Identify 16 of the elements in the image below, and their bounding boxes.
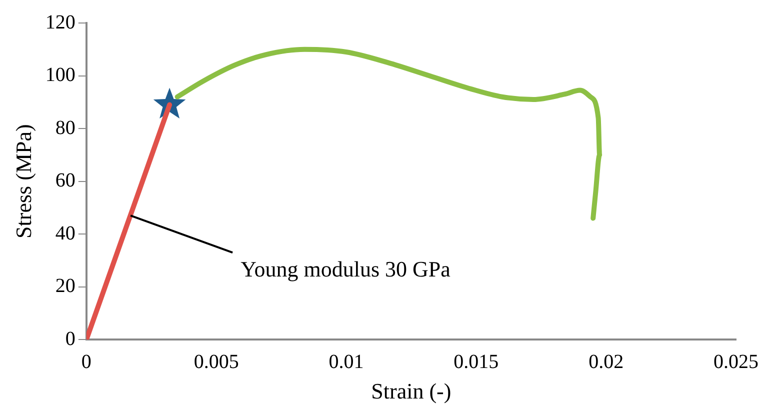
y-tick-label: 80 bbox=[55, 116, 76, 139]
x-axis-title: Strain (-) bbox=[371, 378, 452, 404]
x-tick-label: 0.01 bbox=[328, 350, 364, 373]
annotation: Young modulus 30 GPa bbox=[240, 256, 451, 282]
x-tick-label: 0.015 bbox=[454, 350, 499, 373]
x-tick-label: 0 bbox=[81, 350, 92, 373]
y-tick-label: 40 bbox=[55, 222, 76, 244]
y-tick-label: 100 bbox=[45, 64, 76, 86]
x-tick-label: 0.02 bbox=[588, 350, 624, 373]
y-tick-label: 120 bbox=[45, 11, 76, 34]
y-tick-label: 0 bbox=[65, 328, 76, 350]
x-tick-label: 0.005 bbox=[194, 350, 239, 373]
y-tick-label: 60 bbox=[55, 170, 76, 192]
x-tick-label: 0.025 bbox=[714, 350, 758, 373]
y-tick-label: 20 bbox=[55, 275, 76, 298]
y-axis-title: Stress (MPa) bbox=[10, 124, 36, 238]
